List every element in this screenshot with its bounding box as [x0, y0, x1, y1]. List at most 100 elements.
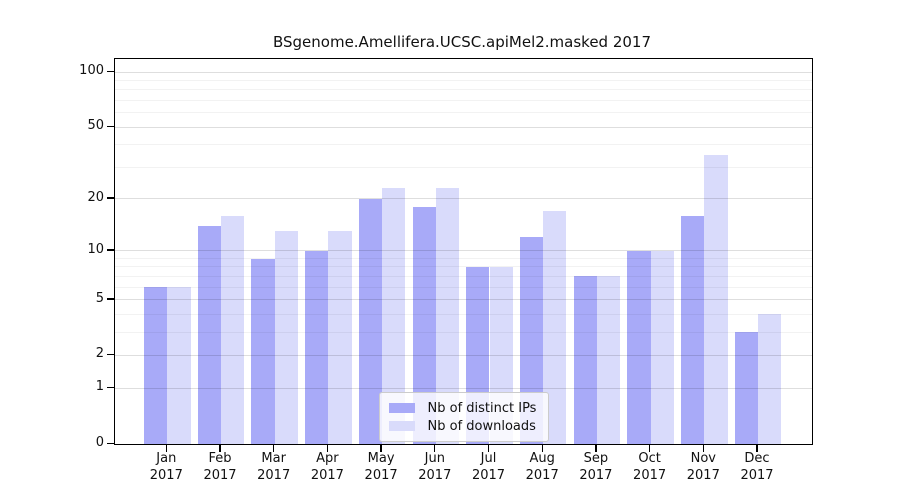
x-tick-month: Sep	[583, 451, 609, 466]
legend-item-distinct-ips: Nb of distinct IPs	[380, 401, 548, 416]
x-tick-mark	[756, 444, 758, 452]
bar-downloads-nov	[704, 155, 728, 444]
plot-area: Nb of distinct IPs Nb of downloads	[113, 58, 813, 445]
x-tick-label-dec: Dec 2017	[725, 450, 789, 484]
x-tick-month: Nov	[690, 451, 716, 466]
bar-distinct-ips-mar	[251, 258, 275, 444]
x-tick-mark	[434, 444, 436, 452]
y-tick-label: 20	[87, 189, 104, 205]
x-tick-label-may: May 2017	[349, 450, 413, 484]
x-tick-year: 2017	[149, 468, 183, 483]
y-tick-mark	[106, 353, 114, 356]
x-tick-label-jan: Jan 2017	[134, 450, 198, 484]
gridline-minor	[114, 144, 812, 146]
gridline-minor	[114, 112, 812, 114]
x-tick-label-aug: Aug 2017	[510, 450, 574, 484]
y-tick-label: 50	[87, 118, 104, 134]
y-tick-mark	[106, 386, 114, 389]
y-tick-mark	[106, 125, 114, 128]
x-tick-label-jul: Jul 2017	[457, 450, 521, 484]
bar-downloads-may	[382, 187, 406, 444]
bar-downloads-mar	[274, 231, 298, 444]
x-tick-mark	[595, 444, 597, 452]
x-tick-year: 2017	[633, 468, 667, 483]
legend-swatch-distinct-ips	[388, 403, 415, 413]
bar-downloads-jun	[435, 187, 460, 444]
gridline-minor	[114, 89, 812, 91]
bar-distinct-ips-sep	[573, 276, 597, 444]
y-tick-mark	[106, 298, 114, 300]
x-tick-mark	[702, 444, 704, 452]
legend-swatch-downloads	[388, 421, 415, 431]
x-tick-year: 2017	[471, 468, 506, 483]
x-tick-year: 2017	[525, 468, 559, 483]
y-tick-mark	[106, 442, 114, 444]
x-tick-month: Jul	[480, 451, 497, 466]
y-tick-label: 10	[87, 241, 104, 257]
x-tick-month: Jan	[156, 451, 177, 466]
x-tick-mark	[648, 444, 651, 452]
x-tick-label-sep: Sep 2017	[564, 450, 628, 484]
bar-downloads-jan	[167, 287, 191, 444]
bar-downloads-feb	[221, 215, 245, 444]
bar-distinct-ips-may	[358, 198, 383, 444]
x-tick-month: May	[367, 451, 395, 466]
gridline-minor	[114, 80, 812, 82]
bar-distinct-ips-jun	[412, 206, 436, 444]
y-tick-mark	[106, 249, 114, 251]
x-tick-mark	[165, 444, 167, 452]
x-tick-label-nov: Nov 2017	[671, 450, 735, 484]
bar-downloads-dec	[758, 314, 782, 444]
y-tick-mark	[106, 197, 114, 199]
bar-downloads-apr	[328, 231, 352, 444]
x-tick-mark	[541, 444, 543, 452]
x-tick-label-feb: Feb 2017	[188, 450, 252, 484]
x-tick-label-oct: Oct 2017	[618, 450, 682, 484]
x-tick-month: Dec	[744, 451, 770, 466]
y-tick-label: 100	[79, 63, 104, 79]
x-tick-year: 2017	[203, 468, 237, 483]
x-tick-mark	[273, 444, 275, 452]
x-tick-mark	[487, 444, 490, 452]
x-tick-month: Mar	[261, 451, 286, 466]
legend-label-distinct-ips: Nb of distinct IPs	[427, 400, 537, 416]
x-tick-month: Aug	[529, 451, 555, 466]
x-tick-mark	[326, 444, 329, 452]
chart-title: BSgenome.Amellifera.UCSC.apiMel2.masked …	[272, 33, 652, 51]
gridline-major	[114, 71, 812, 73]
x-tick-month: Oct	[638, 451, 661, 466]
x-tick-mark	[219, 444, 221, 452]
y-tick-mark	[106, 70, 114, 73]
gridline-major	[114, 126, 812, 128]
x-tick-label-mar: Mar 2017	[242, 450, 306, 484]
x-tick-year: 2017	[364, 468, 398, 483]
legend: Nb of distinct IPs Nb of downloads	[378, 392, 549, 442]
legend-item-downloads: Nb of downloads	[380, 419, 548, 434]
x-tick-month: Jun	[424, 451, 445, 466]
x-tick-year: 2017	[310, 468, 344, 483]
x-tick-label-jun: Jun 2017	[403, 450, 467, 484]
y-tick-label: 1	[95, 379, 104, 395]
x-tick-year: 2017	[418, 468, 452, 483]
bar-distinct-ips-jan	[144, 287, 168, 444]
bar-distinct-ips-feb	[197, 225, 221, 444]
bar-downloads-sep	[596, 276, 621, 444]
legend-label-downloads: Nb of downloads	[427, 418, 536, 434]
x-tick-year: 2017	[740, 468, 774, 483]
y-tick-label: 0	[95, 435, 104, 450]
y-tick-label: 5	[95, 290, 104, 306]
bar-downloads-oct	[650, 250, 674, 444]
x-tick-year: 2017	[579, 468, 613, 483]
bar-distinct-ips-apr	[305, 250, 329, 444]
gridline-minor	[114, 100, 812, 102]
x-tick-mark	[380, 444, 382, 452]
bar-distinct-ips-dec	[734, 332, 758, 444]
x-tick-year: 2017	[686, 468, 720, 483]
bar-downloads-aug	[543, 211, 567, 444]
x-tick-month: Feb	[208, 451, 232, 466]
x-tick-month: Apr	[316, 451, 339, 466]
x-tick-year: 2017	[257, 468, 291, 483]
y-tick-label: 2	[95, 346, 104, 362]
bar-distinct-ips-oct	[627, 250, 651, 444]
